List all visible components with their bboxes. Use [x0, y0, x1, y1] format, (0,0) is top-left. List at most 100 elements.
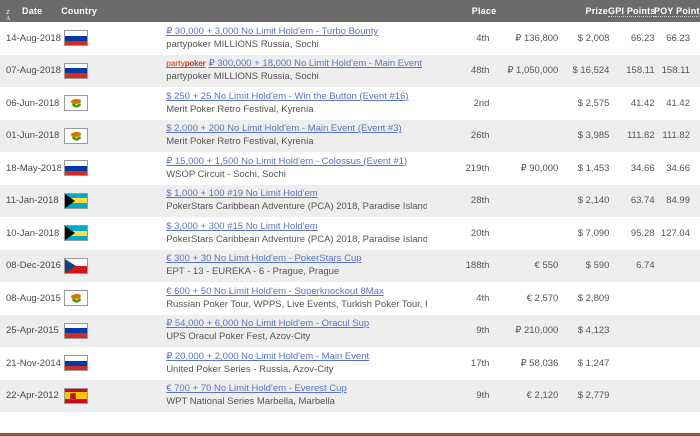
table-row[interactable]: 08-Aug-2015 € 600 + 50 No Limit Hold'em -…	[0, 282, 700, 315]
event-link[interactable]: ₽ 15,000 + 1,500 No Limit Hold'em - Colo…	[166, 155, 408, 167]
table-row[interactable]: 18-May-2018 ₽ 15,000 + 1,500 No Limit Hol…	[0, 152, 700, 185]
cell-date: 18-May-2018	[6, 162, 62, 174]
cell-country	[61, 257, 166, 274]
cell-prize: $ 4,123	[577, 325, 610, 337]
flag-cyprus	[64, 290, 89, 307]
table-row[interactable]: 07-Aug-2018 partypoker ₽ 300,000 + 18,000 …	[0, 54, 700, 87]
event-series-label: PokerStars Caribbean Adventure (PCA) 201…	[166, 201, 427, 213]
cell-place: 4th	[476, 292, 490, 304]
cell-date: 08-Dec-2016	[6, 260, 61, 272]
event-link[interactable]: ₽ 30,000 + 3,000 No Limit Hold'em - Turb…	[166, 25, 379, 37]
cell-prize: $ 2,008	[577, 32, 610, 44]
flag-bahamas	[64, 225, 89, 242]
event-link[interactable]: € 300 + 30 No Limit Hold'em - PokerStars…	[166, 253, 362, 265]
table-row[interactable]: 01-Jun-2018 $ 2,000 + 200 No Limit Hold'e…	[0, 119, 700, 152]
cell-prize: $ 2,575	[577, 97, 610, 109]
cell-prize: $ 2,809	[577, 292, 610, 304]
cell-gpi-points: 66.23	[630, 32, 655, 44]
event-series-label: United Poker Series - Russia, Azov-City	[166, 363, 334, 375]
cell-place: 9th	[476, 390, 490, 402]
cell-poy-points: 111.82	[662, 130, 690, 142]
event-series-label: PokerStars Caribbean Adventure (PCA) 201…	[166, 233, 427, 245]
results-table-header: Z A Date Country Place Prize GPI Points …	[0, 0, 700, 22]
column-header-place-label: Place	[471, 6, 497, 16]
cell-gpi-points: 111.82	[626, 130, 655, 142]
cell-prize: $ 2,779	[577, 390, 610, 402]
cell-gpi-points: 34.66	[630, 162, 655, 174]
cell-prize: $ 590	[585, 260, 610, 272]
flag-spain	[64, 387, 89, 404]
cell-gpi-points: 41.42	[630, 97, 655, 109]
column-header-gpi-points-label: GPI Points	[608, 6, 656, 17]
table-row[interactable]: 22-Apr-2012 € 700 + 70 No Limit Hold'em -…	[0, 379, 700, 412]
event-link[interactable]: $ 1,000 + 100 #19 No Limit Hold'em	[166, 188, 318, 200]
table-row[interactable]: 11-Jan-2018 $ 1,000 + 100 #19 No Limit Ho…	[0, 184, 700, 217]
cell-date: 01-Jun-2018	[6, 130, 60, 142]
cell-date: 06-Jun-2018	[6, 97, 60, 109]
cell-event: ₽ 30,000 + 3,000 No Limit Hold'em - Turb…	[166, 26, 426, 51]
event-link[interactable]: $ 3,000 + 300 #15 No Limit Hold'em	[166, 220, 318, 232]
cell-prize: $ 1,453	[577, 162, 610, 174]
cell-gpi-points: 6.74	[636, 260, 655, 272]
cell-gpi-points: 63.74	[630, 195, 655, 207]
flag-czech-republic	[64, 257, 89, 274]
cell-country	[61, 387, 166, 404]
table-row[interactable]: 10-Jan-2018 $ 3,000 + 300 #15 No Limit Ho…	[0, 217, 700, 250]
event-series-label: partypoker MILLIONS Russia, Sochi	[166, 71, 319, 83]
cell-poy-points: 41.42	[666, 97, 690, 109]
table-row[interactable]: 06-Jun-2018 $ 250 + 25 No Limit Hold'em -…	[0, 87, 700, 120]
event-link[interactable]: ₽ 54,000 + 6,000 No Limit Hold'em - Orac…	[166, 318, 370, 330]
cell-event: partypoker ₽ 300,000 + 18,000 No Limit Ho…	[166, 58, 426, 83]
cell-poy-points: 127.04	[660, 227, 690, 239]
cell-local-prize: ₽ 136,800	[515, 32, 559, 44]
cell-local-prize: € 550	[534, 260, 559, 272]
results-table-body: 14-Aug-2018 ₽ 30,000 + 3,000 No Limit Hol…	[0, 22, 700, 419]
table-footer-spacer	[0, 419, 700, 433]
event-series-label: EPT - 13 - EUREKA - 6 - Prague, Prague	[166, 266, 340, 278]
event-link[interactable]: € 600 + 50 No Limit Hold'em - Superknock…	[166, 285, 384, 297]
cell-poy-points: 66.23	[666, 32, 690, 44]
column-header-date[interactable]: Z A Date	[0, 6, 61, 22]
cell-place: 219th	[465, 162, 490, 174]
event-link[interactable]: € 700 + 70 No Limit Hold'em - Everest Cu…	[166, 383, 347, 395]
cell-country	[61, 30, 166, 47]
column-header-poy-points-label: POY Points	[654, 6, 700, 17]
event-link[interactable]: ₽ 20,000 + 2,000 No Limit Hold'em - Main…	[166, 350, 370, 362]
column-header-date-label: Date	[22, 6, 43, 16]
table-row[interactable]: 21-Nov-2014 ₽ 20,000 + 2,000 No Limit Hol…	[0, 347, 700, 380]
event-link[interactable]: $ 250 + 25 No Limit Hold'em - Win the Bu…	[166, 90, 409, 102]
cell-date: 22-Apr-2012	[6, 390, 59, 402]
sort-desc-za-icon[interactable]: Z A	[6, 10, 18, 25]
event-series-label: partypoker MILLIONS Russia, Sochi	[166, 38, 319, 50]
cell-local-prize: ₽ 58,036	[520, 357, 559, 369]
event-link[interactable]: partypoker ₽ 300,000 + 18,000 No Limit Ho…	[166, 58, 423, 70]
cell-country	[61, 290, 166, 307]
table-row[interactable]: 25-Apr-2015 ₽ 54,000 + 6,000 No Limit Hol…	[0, 314, 700, 347]
event-series-label: Russian Poker Tour, WPPS, Live Events, T…	[166, 298, 426, 310]
column-header-gpi-points[interactable]: GPI Points	[608, 6, 656, 17]
cell-place: 20th	[470, 227, 490, 239]
column-header-poy-points[interactable]: POY Points	[654, 6, 700, 17]
cell-event: ₽ 20,000 + 2,000 No Limit Hold'em - Main…	[166, 351, 426, 376]
cell-country	[61, 127, 166, 144]
sort-icon-top-letter: Z	[6, 10, 11, 16]
cell-event: $ 250 + 25 No Limit Hold'em - Win the Bu…	[166, 91, 426, 116]
flag-cyprus	[64, 127, 89, 144]
event-link[interactable]: $ 2,000 + 200 No Limit Hold'em - Main Ev…	[166, 123, 402, 135]
cell-date: 07-Aug-2018	[6, 65, 61, 77]
column-header-country-label: Country	[61, 6, 98, 16]
partypoker-brand-logo: partypoker	[166, 59, 206, 69]
column-header-place[interactable]: Place	[426, 6, 497, 16]
table-row[interactable]: 08-Dec-2016 € 300 + 30 No Limit Hold'em -…	[0, 249, 700, 282]
cell-prize: $ 3,985	[577, 130, 610, 142]
cell-place: 2nd	[473, 97, 490, 109]
column-header-prize[interactable]: Prize	[557, 6, 608, 16]
cell-event: € 600 + 50 No Limit Hold'em - Superknock…	[166, 286, 426, 311]
event-series-label: Merit Poker Retro Festival, Kyrenia	[166, 136, 314, 148]
table-row[interactable]: 14-Aug-2018 ₽ 30,000 + 3,000 No Limit Hol…	[0, 22, 700, 55]
cell-country	[61, 225, 166, 242]
column-header-country[interactable]: Country	[61, 6, 166, 16]
cell-poy-points: 158.11	[661, 65, 690, 77]
event-series-label: UPS Oracul Poker Fest, Azov-City	[166, 331, 311, 343]
